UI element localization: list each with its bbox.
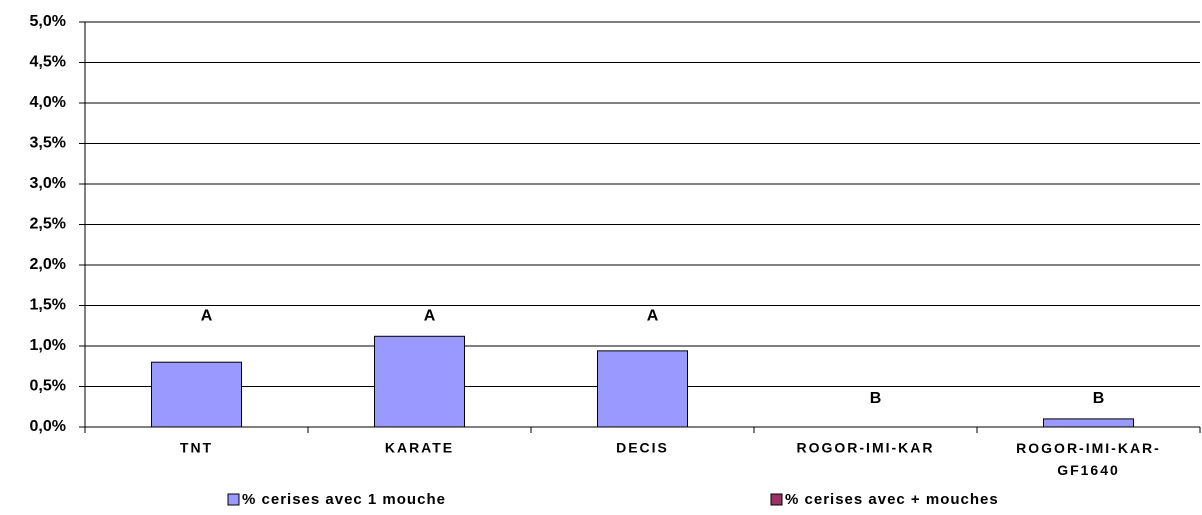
legend-swatch bbox=[770, 493, 783, 506]
x-tick-label: DECIS bbox=[616, 440, 669, 456]
y-tick-label: 3,0% bbox=[30, 175, 66, 192]
bar bbox=[151, 361, 242, 428]
annotation: B bbox=[870, 390, 882, 407]
y-tick-label: 0,0% bbox=[30, 418, 66, 435]
bar bbox=[374, 335, 465, 428]
y-tick-label: 3,5% bbox=[30, 135, 66, 152]
y-tick-label: 1,5% bbox=[30, 297, 66, 314]
bar bbox=[1043, 418, 1134, 428]
annotation: B bbox=[1093, 390, 1105, 407]
y-tick-label: 2,5% bbox=[30, 216, 66, 233]
y-tick-label: 4,5% bbox=[30, 54, 66, 71]
legend-label: % cerises avec 1 mouche bbox=[242, 491, 446, 508]
x-tick-label-line: GF1640 bbox=[1057, 462, 1120, 478]
x-tick-label: KARATE bbox=[385, 440, 454, 456]
y-tick-label: 2,0% bbox=[30, 256, 66, 273]
x-tick-label-line: ROGOR-IMI-KAR- bbox=[1016, 440, 1161, 456]
bar bbox=[597, 350, 688, 428]
legend-label: % cerises avec + mouches bbox=[785, 491, 999, 508]
annotation: A bbox=[647, 307, 659, 324]
annotation: A bbox=[201, 307, 213, 324]
x-tick-label: ROGOR-IMI-KAR- GF1640 bbox=[1016, 440, 1161, 478]
y-tick-label: 5,0% bbox=[30, 13, 66, 30]
x-tick-label: TNT bbox=[180, 440, 213, 456]
x-tick-label: ROGOR-IMI-KAR bbox=[797, 440, 935, 456]
legend-swatch bbox=[227, 493, 240, 506]
y-tick-label: 1,0% bbox=[30, 337, 66, 354]
annotation: A bbox=[424, 307, 436, 324]
y-tick-label: 0,5% bbox=[30, 378, 66, 395]
y-tick-label: 4,0% bbox=[30, 94, 66, 111]
